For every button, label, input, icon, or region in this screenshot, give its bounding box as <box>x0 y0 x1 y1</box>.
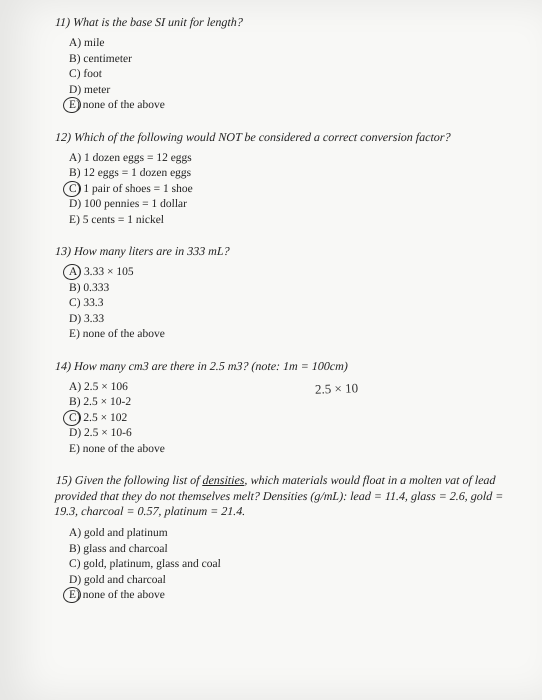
q13-text: 13) How many liters are in 333 mL? <box>55 244 513 259</box>
q12-opt-d: D) 100 pennies = 1 dollar <box>69 197 513 213</box>
question-15: 15) Given the following list of densitie… <box>55 473 512 603</box>
q14-opt-e: E) none of the above <box>69 442 513 458</box>
q12-prompt: Which of the following would NOT be cons… <box>74 130 451 144</box>
q13-num: 13) <box>55 244 72 258</box>
q15-prompt-a: Given the following list of <box>74 473 202 487</box>
question-13: 13) How many liters are in 333 mL? A) 3.… <box>55 244 512 343</box>
q15-opt-d: D) gold and charcoal <box>69 573 513 589</box>
q14-opt-c: C) 2.5 × 102 <box>69 411 513 427</box>
q13-prompt: How many liters are in 333 mL? <box>74 244 230 258</box>
q11-options: A) mile B) centimeter C) foot D) meter E… <box>69 36 512 114</box>
q14-opt-a: A) 2.5 × 106 <box>69 380 513 396</box>
q14-prompt: How many cm3 are there in 2.5 m3? (note:… <box>74 359 349 373</box>
q12-num: 12) <box>55 130 72 144</box>
circle-mark <box>63 586 82 604</box>
q14-num: 14) <box>55 359 72 373</box>
q11-opt-b: B) centimeter <box>69 52 513 68</box>
q12-opt-c: C) 1 pair of shoes = 1 shoe <box>69 182 513 198</box>
q15-text: 15) Given the following list of densitie… <box>54 473 513 520</box>
question-12: 12) Which of the following would NOT be … <box>55 130 512 229</box>
question-11: 11) What is the base SI unit for length?… <box>55 15 512 114</box>
q12-opt-b: B) 12 eggs = 1 dozen eggs <box>69 166 513 182</box>
q12-options: A) 1 dozen eggs = 12 eggs B) 12 eggs = 1… <box>69 151 512 229</box>
q14-options: A) 2.5 × 106 B) 2.5 × 10-2 C) 2.5 × 102 … <box>69 380 512 458</box>
q15-prompt-b: densities <box>202 473 245 487</box>
q12-opt-a: A) 1 dozen eggs = 12 eggs <box>69 151 513 167</box>
worksheet-paper: 11) What is the base SI unit for length?… <box>0 0 542 700</box>
q13-opt-d: D) 3.33 <box>69 312 513 328</box>
q11-text: 11) What is the base SI unit for length? <box>55 15 513 30</box>
q13-opt-c: C) 33.3 <box>69 296 513 312</box>
q11-opt-a: A) mile <box>69 36 513 52</box>
q15-opt-e: E) none of the above <box>69 588 513 604</box>
question-14: 14) How many cm3 are there in 2.5 m3? (n… <box>55 359 512 458</box>
q13-opt-a: A) 3.33 × 105 <box>69 265 513 281</box>
circle-mark <box>63 96 82 114</box>
q13-options: A) 3.33 × 105 B) 0.333 C) 33.3 D) 3.33 E… <box>69 265 512 343</box>
q14-text: 14) How many cm3 are there in 2.5 m3? (n… <box>55 359 513 374</box>
q14-opt-b: B) 2.5 × 10-2 <box>69 395 513 411</box>
q12-opt-e: E) 5 cents = 1 nickel <box>69 213 513 229</box>
q11-opt-c: C) foot <box>69 67 513 83</box>
q13-opt-b: B) 0.333 <box>69 281 513 297</box>
q15-opt-b: B) glass and charcoal <box>69 542 513 558</box>
circle-mark <box>63 263 82 281</box>
q11-opt-d: D) meter <box>69 83 513 99</box>
q13-opt-e: E) none of the above <box>69 327 513 343</box>
q15-opt-c: C) gold, platinum, glass and coal <box>69 557 513 573</box>
q14-opt-d: D) 2.5 × 10-6 <box>69 426 513 442</box>
q11-num: 11) <box>55 15 71 29</box>
q15-options: A) gold and platinum B) glass and charco… <box>69 526 512 604</box>
q15-opt-a: A) gold and platinum <box>69 526 513 542</box>
q11-prompt: What is the base SI unit for length? <box>73 15 243 29</box>
q15-num: 15) <box>55 473 72 487</box>
q12-text: 12) Which of the following would NOT be … <box>55 130 513 145</box>
q11-opt-e: E) none of the above <box>69 98 513 114</box>
